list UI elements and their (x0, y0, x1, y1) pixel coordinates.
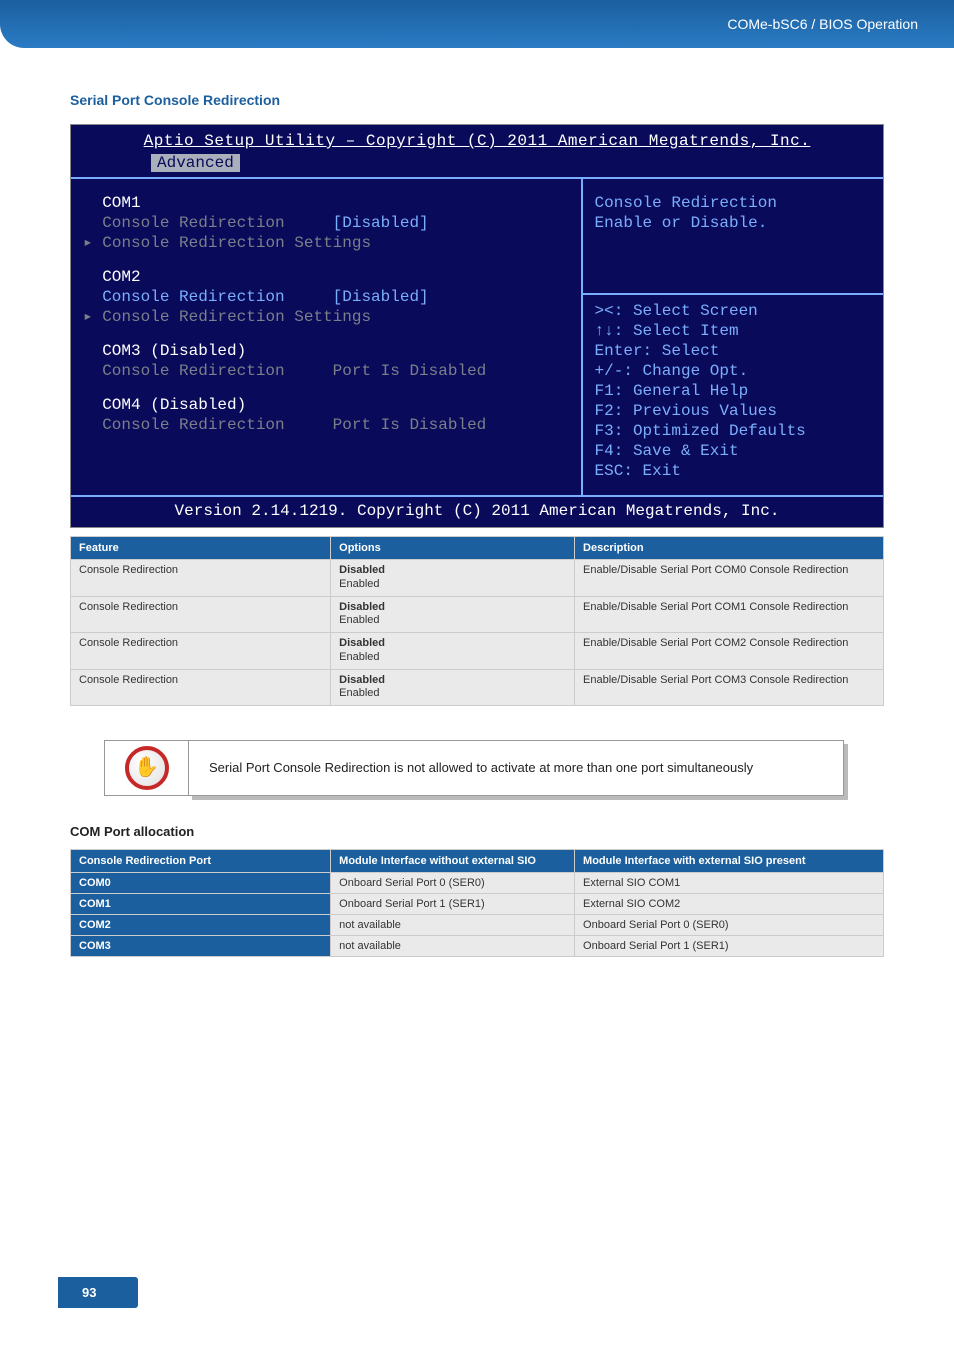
stop-icon: ✋ (104, 740, 188, 796)
bios-left-panel: COM1 Console Redirection [Disabled]▸ Con… (71, 179, 583, 495)
table-row: COM3not availableOnboard Serial Port 1 (… (71, 936, 884, 957)
bios-help-divider (583, 293, 883, 295)
bios-line: Console Redirection [Disabled] (83, 213, 569, 233)
bios-help-text: Enable or Disable. (595, 213, 871, 233)
page-footer: 93 (0, 1277, 954, 1332)
table-cell: External SIO COM2 (575, 894, 884, 915)
table-header: Console Redirection Port (71, 850, 331, 873)
bios-nav-line: +/-: Change Opt. (595, 361, 871, 381)
table-cell: Enable/Disable Serial Port COM0 Console … (575, 560, 884, 597)
table-row-header: COM0 (71, 873, 331, 894)
table-row: Console RedirectionDisabledEnabledEnable… (71, 560, 884, 597)
table-cell: Onboard Serial Port 1 (SER1) (331, 894, 575, 915)
table-cell: Onboard Serial Port 0 (SER0) (575, 915, 884, 936)
bios-footer: Version 2.14.1219. Copyright (C) 2011 Am… (71, 495, 883, 527)
page-number: 93 (58, 1277, 138, 1308)
table-row: Console RedirectionDisabledEnabledEnable… (71, 633, 884, 670)
bios-group: COM3 (Disabled) Console Redirection Port… (83, 341, 569, 381)
table-cell: Console Redirection (71, 560, 331, 597)
table-cell: Enable/Disable Serial Port COM1 Console … (575, 596, 884, 633)
bios-group-label: COM4 (Disabled) (83, 395, 569, 415)
table-row: Console RedirectionDisabledEnabledEnable… (71, 596, 884, 633)
bios-title: Aptio Setup Utility – Copyright (C) 2011… (71, 125, 883, 153)
bios-group: COM2 Console Redirection [Disabled]▸ Con… (83, 267, 569, 327)
bios-nav-line: F1: General Help (595, 381, 871, 401)
table-cell: DisabledEnabled (331, 560, 575, 597)
table-cell: Console Redirection (71, 669, 331, 706)
table-header: Feature (71, 537, 331, 560)
bios-nav-line: ↑↓: Select Item (595, 321, 871, 341)
note-text: Serial Port Console Redirection is not a… (188, 740, 844, 796)
bios-line: Console Redirection Port Is Disabled (83, 361, 569, 381)
bios-nav-line: F3: Optimized Defaults (595, 421, 871, 441)
bios-group-label: COM2 (83, 267, 569, 287)
table-row-header: COM3 (71, 936, 331, 957)
table-row: Console RedirectionDisabledEnabledEnable… (71, 669, 884, 706)
bios-group: COM4 (Disabled) Console Redirection Port… (83, 395, 569, 435)
table-cell: DisabledEnabled (331, 669, 575, 706)
table-row: COM1Onboard Serial Port 1 (SER1)External… (71, 894, 884, 915)
table-row-header: COM1 (71, 894, 331, 915)
table-cell: DisabledEnabled (331, 596, 575, 633)
bios-group: COM1 Console Redirection [Disabled]▸ Con… (83, 193, 569, 253)
bios-tab-advanced: Advanced (151, 154, 240, 172)
table-row-header: COM2 (71, 915, 331, 936)
table-cell: Console Redirection (71, 633, 331, 670)
table-cell: Enable/Disable Serial Port COM3 Console … (575, 669, 884, 706)
table-cell: Console Redirection (71, 596, 331, 633)
bios-nav-line: ><: Select Screen (595, 301, 871, 321)
bios-group-label: COM3 (Disabled) (83, 341, 569, 361)
table-cell: Onboard Serial Port 1 (SER1) (575, 936, 884, 957)
bios-group-label: COM1 (83, 193, 569, 213)
bios-screenshot: Aptio Setup Utility – Copyright (C) 2011… (70, 124, 884, 528)
table-header: Module Interface without external SIO (331, 850, 575, 873)
bios-nav-line: F2: Previous Values (595, 401, 871, 421)
bios-nav-line: ESC: Exit (595, 461, 871, 481)
table-header: Description (575, 537, 884, 560)
table-cell: DisabledEnabled (331, 633, 575, 670)
alloc-title: COM Port allocation (70, 824, 884, 839)
header-bar: COMe-bSC6 / BIOS Operation (0, 0, 954, 48)
bios-nav-line: F4: Save & Exit (595, 441, 871, 461)
bios-nav-keys: ><: Select Screen↑↓: Select ItemEnter: S… (595, 301, 871, 481)
feature-table: FeatureOptionsDescription Console Redire… (70, 536, 884, 706)
bios-tabs: Advanced (71, 153, 883, 177)
bios-line: Console Redirection Port Is Disabled (83, 415, 569, 435)
alloc-table: Console Redirection PortModule Interface… (70, 849, 884, 957)
table-cell: not available (331, 936, 575, 957)
table-header: Options (331, 537, 575, 560)
bios-line: Console Redirection [Disabled] (83, 287, 569, 307)
bios-right-panel: Console Redirection Enable or Disable. >… (583, 179, 883, 495)
table-row: COM2not availableOnboard Serial Port 0 (… (71, 915, 884, 936)
bios-help-title: Console Redirection (595, 193, 871, 213)
table-cell: Onboard Serial Port 0 (SER0) (331, 873, 575, 894)
note-box: ✋ Serial Port Console Redirection is not… (104, 740, 844, 796)
table-cell: External SIO COM1 (575, 873, 884, 894)
table-cell: Enable/Disable Serial Port COM2 Console … (575, 633, 884, 670)
table-cell: not available (331, 915, 575, 936)
bios-nav-line: Enter: Select (595, 341, 871, 361)
section-title: Serial Port Console Redirection (70, 92, 884, 108)
table-row: COM0Onboard Serial Port 0 (SER0)External… (71, 873, 884, 894)
bios-line: ▸ Console Redirection Settings (83, 307, 569, 327)
bios-line: ▸ Console Redirection Settings (83, 233, 569, 253)
table-header: Module Interface with external SIO prese… (575, 850, 884, 873)
breadcrumb: COMe-bSC6 / BIOS Operation (727, 16, 918, 32)
